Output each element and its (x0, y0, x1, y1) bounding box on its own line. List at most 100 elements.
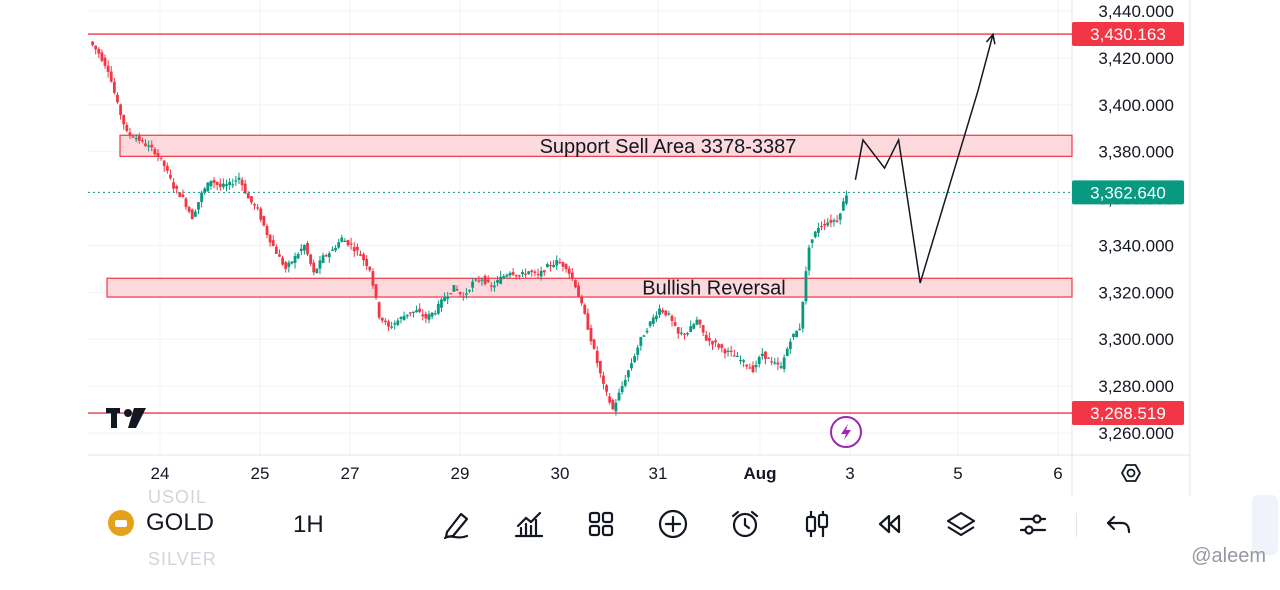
candle-body (795, 330, 798, 338)
replay-rewind-icon[interactable] (872, 507, 906, 541)
candle-body (561, 262, 565, 267)
candle-body (464, 293, 468, 295)
gold-bars-icon (108, 510, 134, 536)
candle-body (742, 360, 746, 362)
settings-sliders-icon[interactable] (1016, 507, 1050, 541)
candle-body (776, 362, 780, 365)
symbol-selector[interactable]: GOLD (108, 509, 214, 537)
candle-body (493, 285, 496, 288)
candle-body (514, 275, 518, 277)
candle-body (436, 303, 440, 314)
add-plus-icon[interactable] (656, 507, 690, 541)
candle-body (614, 402, 618, 412)
candle-body (318, 260, 322, 269)
candle-body (788, 341, 792, 350)
candle-body (676, 327, 680, 334)
candle-body (683, 333, 686, 335)
candle-body (215, 181, 219, 185)
candle-body (517, 275, 521, 277)
candle-body (477, 280, 481, 282)
candle-body (287, 262, 291, 267)
candle-body (539, 270, 543, 277)
candle-body (602, 375, 605, 384)
candle-body (331, 249, 334, 251)
candle-body (502, 276, 506, 279)
x-tick-label: Aug (743, 464, 776, 483)
candle-body (240, 179, 244, 186)
price-label-text: 3,268.519 (1090, 404, 1166, 423)
alarm-clock-icon[interactable] (728, 507, 762, 541)
candle-body (131, 136, 135, 138)
candle-body (720, 344, 724, 349)
y-tick-label: 3,420.000 (1098, 49, 1174, 68)
candle-body (583, 304, 587, 314)
x-tick-label: 31 (649, 464, 668, 483)
price-chart[interactable]: Support Sell Area 3378-3387 Bullish Rever… (0, 0, 1280, 500)
indicators-icon[interactable] (512, 507, 546, 541)
candle-body (458, 292, 462, 295)
candle-body (387, 321, 390, 327)
candle-body (380, 317, 384, 321)
zone-label: Support Sell Area 3378-3387 (540, 136, 797, 158)
lightning-event-icon[interactable] (830, 416, 862, 448)
candle-body (651, 317, 655, 324)
candle-body (290, 261, 294, 264)
candle-body (371, 271, 375, 286)
candle-body (745, 364, 749, 367)
symbol-list-next[interactable]: SILVER (148, 549, 217, 569)
candle-body (293, 256, 297, 263)
candle-body (175, 186, 179, 189)
price-label-badge (1072, 401, 1184, 426)
y-tick-label: 3,260.000 (1098, 424, 1174, 443)
x-tick-label: 6 (1053, 464, 1062, 483)
candle-body (359, 254, 362, 256)
candle-body (278, 254, 281, 257)
candle-body (630, 363, 633, 369)
candle-body (736, 355, 739, 357)
candle-body (760, 353, 764, 357)
candle-body (698, 319, 702, 325)
projection-path (854, 34, 994, 284)
tradingview-logo (106, 408, 146, 428)
x-tick-label: 5 (953, 464, 962, 483)
candle-body (667, 313, 671, 315)
layout-grid-icon[interactable] (584, 507, 618, 541)
candle-body (150, 144, 154, 148)
candle-body (259, 208, 263, 220)
candle-body (415, 310, 418, 313)
symbol-list-previous[interactable]: USOIL (148, 487, 208, 507)
candle-body (757, 356, 761, 365)
settings-gear-icon[interactable] (1120, 464, 1142, 482)
candle-body (265, 225, 269, 236)
candle-body (119, 104, 122, 116)
toolbar-overflow-handle[interactable] (1252, 495, 1278, 555)
candle-body (542, 270, 546, 273)
candle-body (480, 279, 484, 281)
candle-body (826, 222, 830, 226)
candle-body (181, 194, 185, 197)
drawing-pen-icon[interactable] (440, 507, 474, 541)
candle-body (134, 138, 138, 140)
candle-body (536, 273, 540, 276)
candle-body (312, 262, 316, 273)
candle-body (810, 239, 814, 243)
candles-icon[interactable] (800, 507, 834, 541)
candle-body (461, 296, 465, 298)
timeframe-button[interactable]: 1H (293, 511, 324, 538)
candle-body (144, 143, 147, 146)
candle-body (823, 223, 827, 226)
layers-icon[interactable] (944, 507, 978, 541)
candle-body (483, 275, 487, 284)
candle-body (701, 325, 705, 333)
candle-body (137, 135, 141, 141)
candle-body (418, 308, 422, 312)
undo-icon[interactable] (1102, 507, 1136, 541)
candle-body (200, 192, 203, 202)
candle-body (645, 330, 649, 333)
candle-body (281, 257, 284, 265)
candle-body (424, 313, 428, 319)
candle-body (327, 253, 331, 258)
candle-body (184, 198, 188, 208)
candle-body (172, 182, 175, 189)
candle-body (446, 296, 450, 299)
